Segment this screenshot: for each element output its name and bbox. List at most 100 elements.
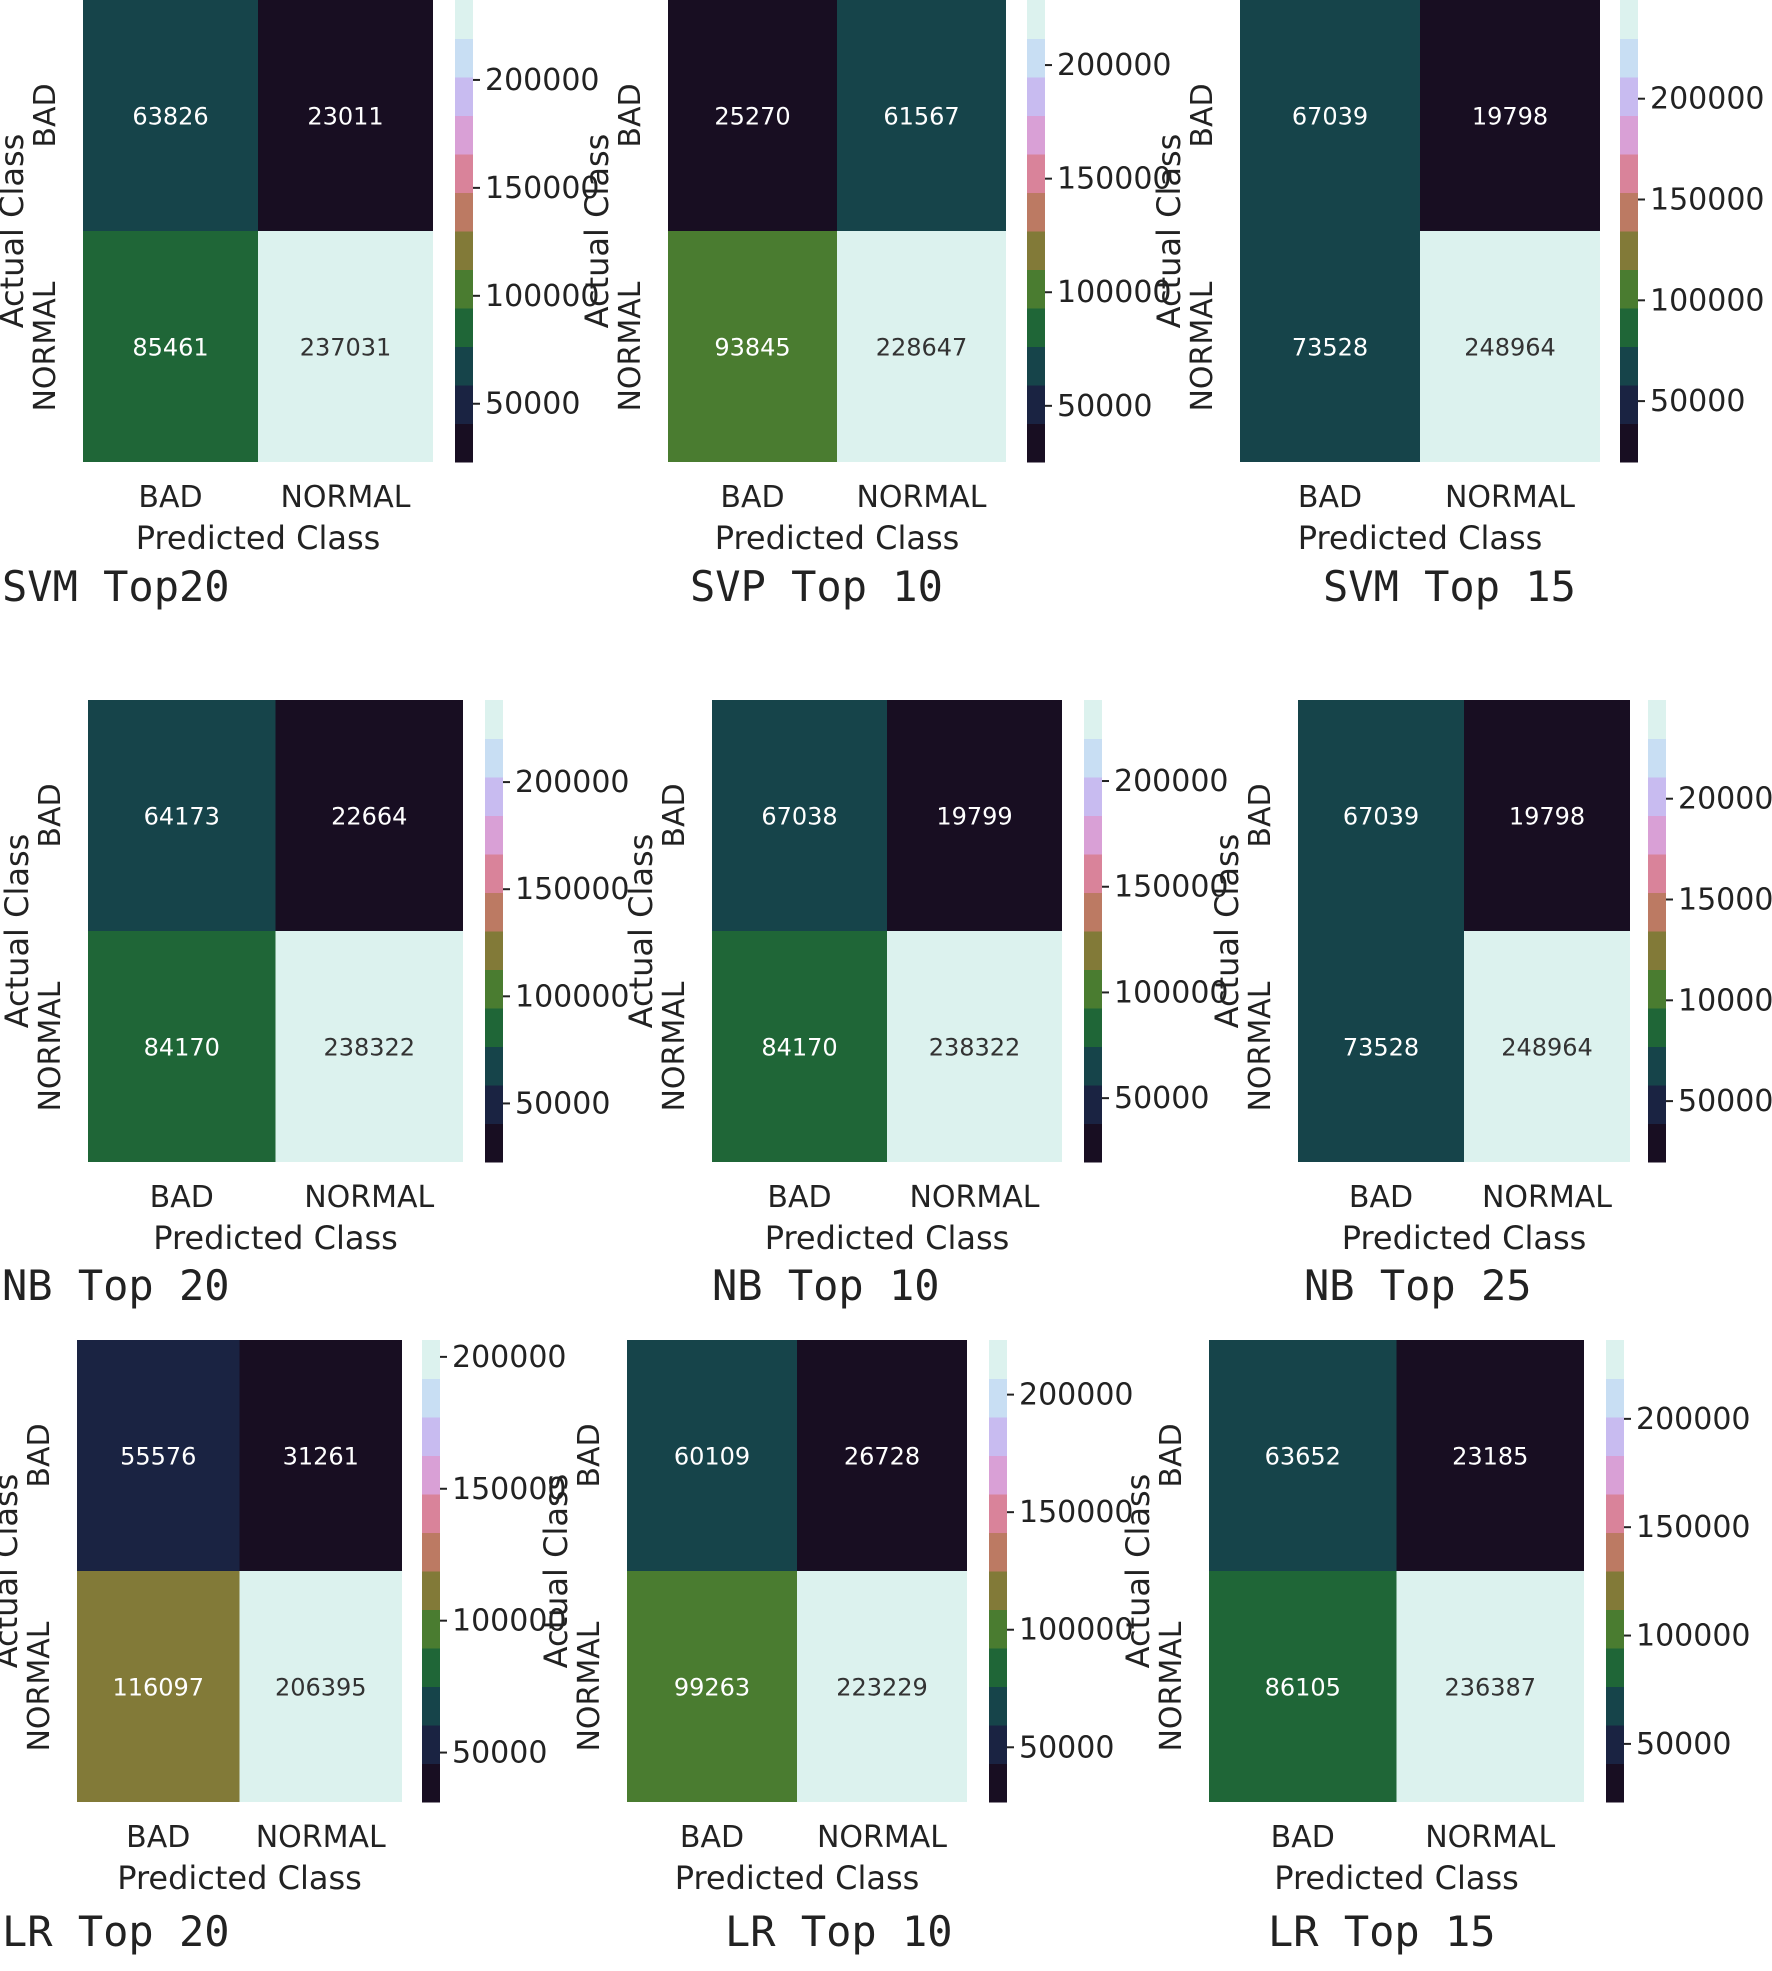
y-tick-label: BAD (28, 83, 63, 147)
colorbar-tick-label: 50000 (515, 1086, 610, 1121)
cell-value-label: 248964 (1501, 1034, 1593, 1062)
panel-caption: LR Top 10 (725, 1907, 953, 1956)
colorbar-segment (1084, 1008, 1102, 1047)
heatmap-panel-9: 63652 23185 86105 236387 BAD NORMAL Predicted … (1119, 1340, 1751, 1956)
heatmap-panel-2: 25270 61567 93845 228647 BAD NORMAL Predicted … (578, 0, 1172, 611)
colorbar-tick-label: 100000 (1636, 1619, 1751, 1654)
cell-value-label: 63652 (1265, 1443, 1341, 1471)
heatmap-panel-7: 55576 31261 116097 206395 BAD NORMAL Predicted… (0, 1340, 567, 1956)
heatmap-cell (88, 700, 276, 931)
cell-value-label: 19799 (936, 803, 1012, 831)
heatmap-cell (1240, 0, 1420, 231)
colorbar-segment (989, 1609, 1007, 1649)
colorbar-segment (1606, 1340, 1624, 1379)
heatmap-cell (258, 0, 433, 231)
colorbar-tick-label: 150000 (485, 171, 600, 206)
colorbar-tick-label: 200000 (1019, 1378, 1134, 1413)
colorbar-segment (1606, 1571, 1624, 1610)
y-axis-label: Actual Class (578, 134, 616, 329)
colorbar-segment (1084, 854, 1102, 893)
colorbar-segment (1620, 231, 1638, 270)
y-axis-label: Actual Class (0, 134, 31, 329)
y-tick-label: NORMAL (33, 981, 68, 1111)
cell-value-label: 64173 (144, 803, 220, 831)
colorbar-segment (1606, 1455, 1624, 1495)
colorbar-segment (1620, 308, 1638, 347)
cell-value-label: 67039 (1292, 103, 1368, 131)
colorbar-segment (1648, 969, 1666, 1009)
x-tick-label: NORMAL (1445, 480, 1575, 515)
colorbar-segment (989, 1571, 1007, 1610)
colorbar-segment (455, 192, 473, 232)
colorbar-tick-label: 100000 (485, 279, 600, 314)
colorbar-segment (1084, 1046, 1102, 1086)
colorbar-segment (1027, 77, 1045, 116)
y-tick-label: NORMAL (613, 281, 648, 411)
colorbar-segment (455, 0, 473, 39)
colorbar-segment (1606, 1686, 1624, 1726)
colorbar-segment (1648, 1008, 1666, 1047)
colorbar-segment (422, 1340, 440, 1379)
colorbar-segment (485, 700, 503, 739)
colorbar-tick-label: 100000 (515, 979, 630, 1014)
y-tick-label: BAD (572, 1423, 607, 1487)
colorbar-segment (485, 1046, 503, 1086)
colorbar-segment (1084, 700, 1102, 739)
x-tick-label: NORMAL (1482, 1180, 1612, 1215)
colorbar-segment (1620, 269, 1638, 309)
y-tick-label: BAD (22, 1423, 57, 1487)
x-tick-label: BAD (1349, 1180, 1413, 1215)
heatmap-panel-5: 67038 19799 84170 238322 BAD NORMAL Predicted … (622, 700, 1229, 1310)
heatmap-panel-6: 67039 19798 73528 248964 BAD NORMAL Predicted … (1208, 700, 1772, 1310)
cell-value-label: 238322 (323, 1034, 415, 1062)
cell-value-label: 23011 (307, 103, 383, 131)
colorbar-segment (989, 1725, 1007, 1764)
cell-value-label: 73528 (1343, 1034, 1419, 1062)
heatmap-panel-3: 67039 19798 73528 248964 BAD NORMAL Predicted … (1150, 0, 1765, 611)
colorbar-segment (485, 854, 503, 893)
cell-value-label: 25270 (714, 103, 790, 131)
x-tick-label: NORMAL (280, 480, 410, 515)
colorbar-tick-label: 50000 (452, 1736, 547, 1771)
cell-value-label: 73528 (1292, 334, 1368, 362)
colorbar-segment (989, 1648, 1007, 1687)
heatmap-cell (1298, 700, 1464, 931)
colorbar-segment (989, 1763, 1007, 1803)
colorbar-segment (1620, 423, 1638, 463)
y-tick-label: BAD (657, 783, 692, 847)
colorbar-segment (1648, 815, 1666, 855)
colorbar-segment (485, 777, 503, 816)
panel-caption: SVM Top 15 (1323, 562, 1576, 611)
x-tick-label: NORMAL (304, 1180, 434, 1215)
colorbar-segment (1648, 1085, 1666, 1124)
colorbar-tick-label: 150000 (515, 872, 630, 907)
colorbar-segment (455, 231, 473, 270)
colorbar-segment (455, 308, 473, 347)
cell-value-label: 237031 (300, 334, 392, 362)
x-tick-label: BAD (680, 1820, 744, 1855)
colorbar-segment (1606, 1378, 1624, 1418)
colorbar-segment (1606, 1417, 1624, 1456)
y-axis-label: Actual Class (622, 834, 660, 1029)
cell-value-label: 23185 (1452, 1443, 1528, 1471)
colorbar-segment (989, 1340, 1007, 1379)
colorbar-segment (455, 385, 473, 424)
colorbar-segment (1606, 1725, 1624, 1764)
colorbar-segment (485, 738, 503, 778)
heatmap-cell (668, 0, 837, 231)
colorbar-segment (1648, 700, 1666, 739)
colorbar-segment (1620, 38, 1638, 78)
x-tick-label: BAD (1271, 1820, 1335, 1855)
colorbar-segment (1027, 269, 1045, 309)
colorbar-tick-label: 150000 (1019, 1495, 1134, 1530)
colorbar-tick-label: 150000 (1057, 162, 1172, 197)
cell-value-label: 86105 (1265, 1674, 1341, 1702)
colorbar-segment (422, 1494, 440, 1533)
colorbar-tick-label: 200000 (1057, 48, 1172, 83)
heatmap-cell (83, 0, 258, 231)
x-tick-label: BAD (1298, 480, 1362, 515)
colorbar-segment (1027, 38, 1045, 78)
heatmap-panel-4: 64173 22664 84170 238322 BAD NORMAL Predicted … (0, 700, 630, 1310)
colorbar-segment (422, 1417, 440, 1456)
colorbar-segment (1606, 1494, 1624, 1533)
